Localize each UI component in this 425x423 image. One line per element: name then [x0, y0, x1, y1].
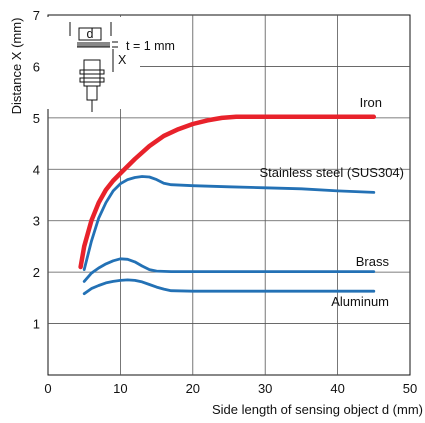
x-tick-label: 20 — [186, 381, 200, 396]
y-tick-label: 2 — [33, 265, 40, 280]
inset-sensor-nut-top — [79, 69, 105, 75]
series-line-iron — [78, 114, 377, 270]
label-layer: 0 10 20 30 40 50 1 2 3 4 5 6 7 Side length of sensing… — [9, 8, 423, 417]
x-tick-label: 10 — [113, 381, 127, 396]
x-axis-title: Side length of sensing object d (mm) — [212, 402, 423, 417]
series-line-aluminum — [82, 278, 376, 296]
series-line-stainless-steel-sus304 — [82, 175, 376, 271]
inset-plate — [77, 42, 110, 47]
series-line-brass — [82, 257, 376, 283]
y-tick-label: 4 — [33, 162, 40, 177]
series-label-iron: Iron — [360, 95, 382, 110]
y-tick-label: 7 — [33, 8, 40, 23]
y-tick-label: 3 — [33, 214, 40, 229]
x-tick-label: 30 — [258, 381, 272, 396]
y-tick-label: 1 — [33, 317, 40, 332]
series-label-brass: Brass — [356, 254, 390, 269]
inset-object-box — [78, 27, 102, 41]
y-tick-label: 5 — [33, 111, 40, 126]
x-tick-label: 50 — [403, 381, 417, 396]
inset-box-label: d — [87, 27, 94, 41]
inset-x-label: X — [118, 53, 127, 67]
series-label-stainless-steel-sus304: Stainless steel (SUS304) — [259, 165, 404, 180]
x-tick-label: 0 — [44, 381, 51, 396]
inset-background — [44, 17, 140, 109]
series-label-aluminum: Aluminum — [331, 294, 389, 309]
y-axis-title: Distance X (mm) — [9, 18, 24, 115]
inset-thickness-label: t = 1 mm — [126, 39, 175, 53]
y-tick-label: 6 — [33, 59, 40, 74]
inset-sensor-nut-bottom — [79, 77, 105, 83]
sensor-schematic-inset: d t = 1 mm X — [44, 17, 175, 112]
x-tick-label: 40 — [330, 381, 344, 396]
plot-frame — [47, 14, 411, 376]
series-layer — [78, 114, 377, 296]
